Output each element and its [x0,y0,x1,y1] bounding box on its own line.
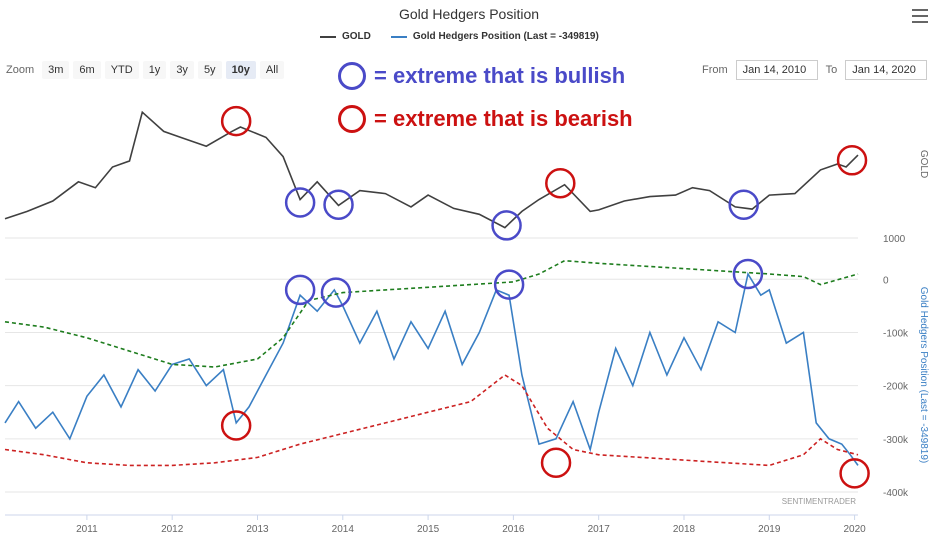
legend: GOLD Gold Hedgers Position (Last = -3498… [320,31,599,42]
y-axis-label: Gold Hedgers Position (Last = -349819) [918,287,929,464]
range-to-label: To [825,64,838,76]
range-from-label: From [702,64,728,76]
bullish-marker [284,274,316,306]
zoom-10y-button[interactable]: 10y [225,61,256,79]
bullish-marker [732,258,764,290]
y-tick-label: -300k [883,435,909,446]
zoom-bar: Zoom 3m 6m YTD 1y 3y 5y 10y All [6,61,285,79]
legend-swatch-gold [320,35,336,38]
y-tick-label: -400k [883,488,909,499]
bullish-marker [491,210,522,241]
bullish-marker [493,269,525,300]
legend-item-gold[interactable]: GOLD [320,31,371,42]
annotation-bearish-text: = extreme that is bearish [374,106,633,131]
zoom-ytd-button[interactable]: YTD [104,61,139,79]
x-tick-label: 2019 [758,524,781,535]
legend-label-hedgers: Gold Hedgers Position (Last = -349819) [412,31,599,42]
series-line [4,271,859,466]
x-tick-label: 2013 [246,524,269,535]
x-tick-label: 2020 [843,524,866,535]
annotation-bearish: = extreme that is bearish [338,105,633,133]
bullish-circle-icon [338,62,366,90]
legend-label-gold: GOLD [342,31,371,42]
zoom-5y-button[interactable]: 5y [197,61,222,79]
y-tick-label: -100k [883,328,909,339]
zoom-all-button[interactable]: All [259,61,285,79]
x-tick-label: 2016 [502,524,525,535]
y-axis-label: GOLD [918,150,929,178]
bearish-marker [839,458,870,489]
y-tick-label: -200k [883,382,909,393]
range-to-input[interactable]: Jan 14, 2020 [845,60,928,80]
bearish-marker [540,447,572,478]
range-from-input[interactable]: Jan 14, 2010 [735,60,818,80]
bullish-marker [728,189,759,220]
bullish-marker [323,189,354,220]
bearish-marker [220,105,252,137]
x-tick-label: 2012 [161,524,184,535]
bearish-marker [220,410,252,441]
x-tick-label: 2017 [588,524,611,535]
x-tick-label: 2011 [76,524,98,535]
legend-item-hedgers[interactable]: Gold Hedgers Position (Last = -349819) [390,31,599,42]
bullish-marker [284,187,316,218]
bearish-circle-icon [338,105,366,133]
legend-swatch-hedgers [390,35,407,38]
y-tick-label: 1000 [883,234,906,245]
bullish-marker [320,277,352,308]
series-line [4,259,859,368]
x-tick-label: 2018 [673,524,696,535]
zoom-1y-button[interactable]: 1y [142,61,167,79]
credit-text: SENTIMENTRADER [782,497,856,506]
hamburger-menu-icon[interactable] [912,9,928,23]
zoom-3m-button[interactable]: 3m [42,61,70,79]
zoom-label: Zoom [6,64,35,76]
chart-title: Gold Hedgers Position [398,6,540,22]
annotation-bullish: = extreme that is bullish [338,62,625,90]
x-tick-label: 2015 [417,524,440,535]
series-line [4,374,859,467]
zoom-3y-button[interactable]: 3y [170,61,194,79]
annotation-bullish-text: = extreme that is bullish [374,63,626,88]
zoom-6m-button[interactable]: 6m [73,61,101,79]
bearish-marker [545,167,576,199]
range-selector: From Jan 14, 2010 To Jan 14, 2020 [702,60,928,80]
y-tick-label: 0 [883,275,889,286]
x-tick-label: 2014 [332,524,355,535]
bearish-marker [836,145,868,176]
